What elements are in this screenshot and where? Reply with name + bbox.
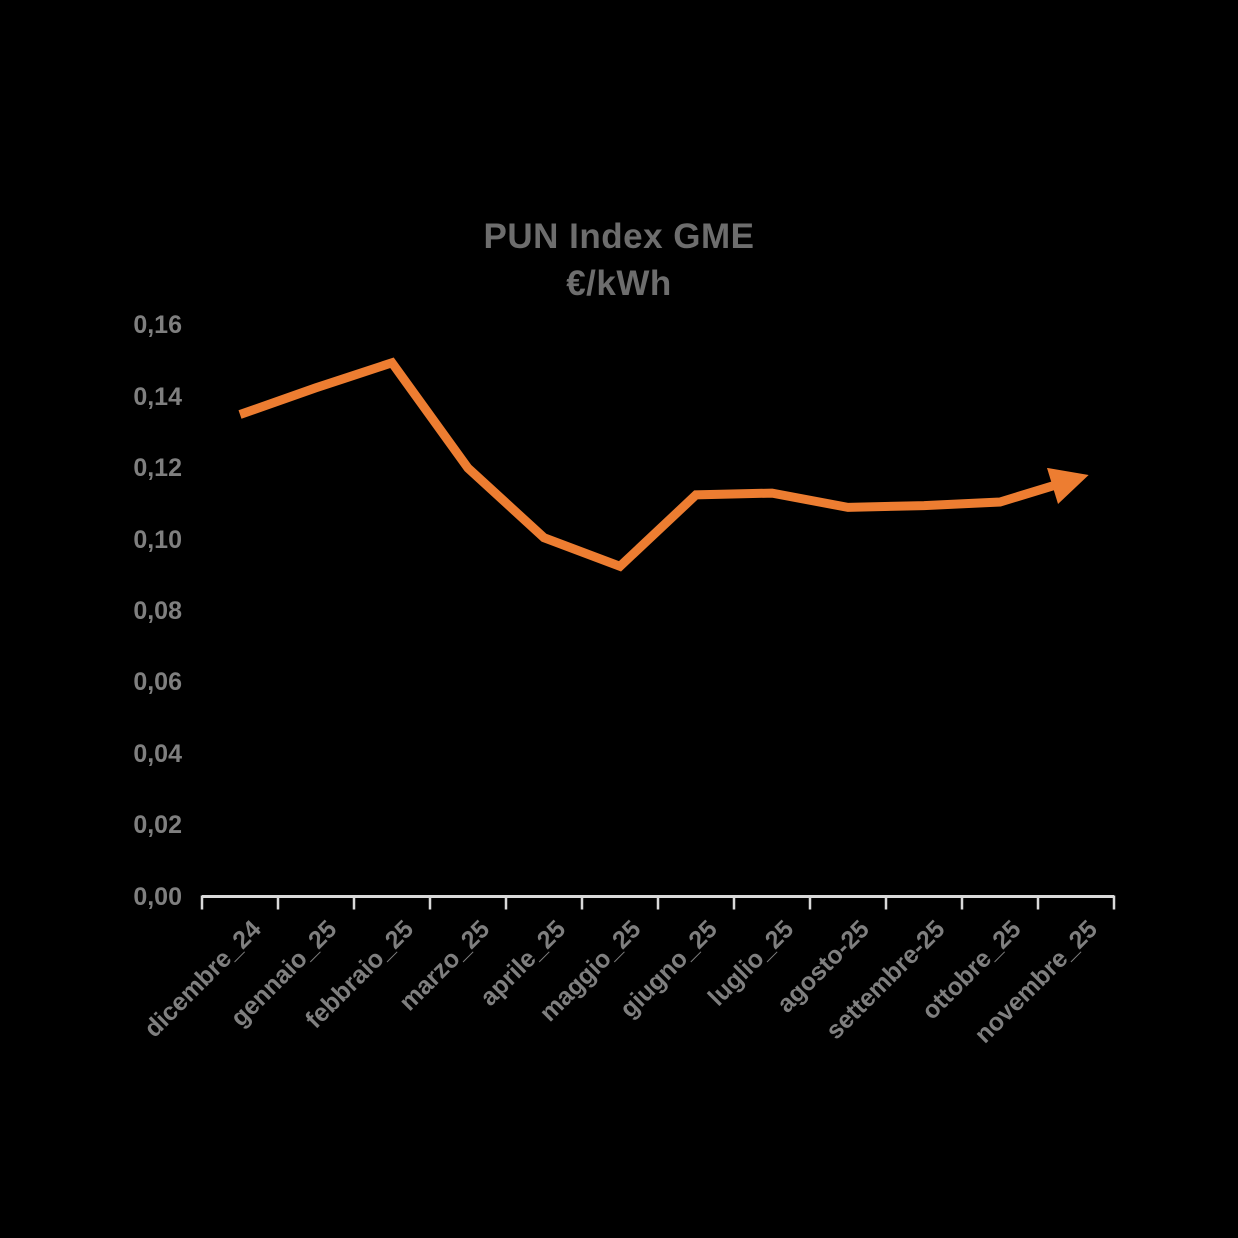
- y-axis-tick-label: 0,02: [133, 811, 182, 840]
- y-axis-tick-label: 0,00: [133, 882, 182, 911]
- y-axis-tick-label: 0,08: [133, 596, 182, 625]
- y-axis-tick-label: 0,04: [133, 739, 182, 768]
- y-axis-tick-label: 0,14: [133, 382, 182, 411]
- y-axis-tick-label: 0,06: [133, 668, 182, 697]
- y-axis-tick-label: 0,10: [133, 525, 182, 554]
- y-axis-tick-label: 0,12: [133, 454, 182, 483]
- data-series-line: [238, 357, 1089, 572]
- y-axis-tick-label: 0,16: [133, 311, 182, 340]
